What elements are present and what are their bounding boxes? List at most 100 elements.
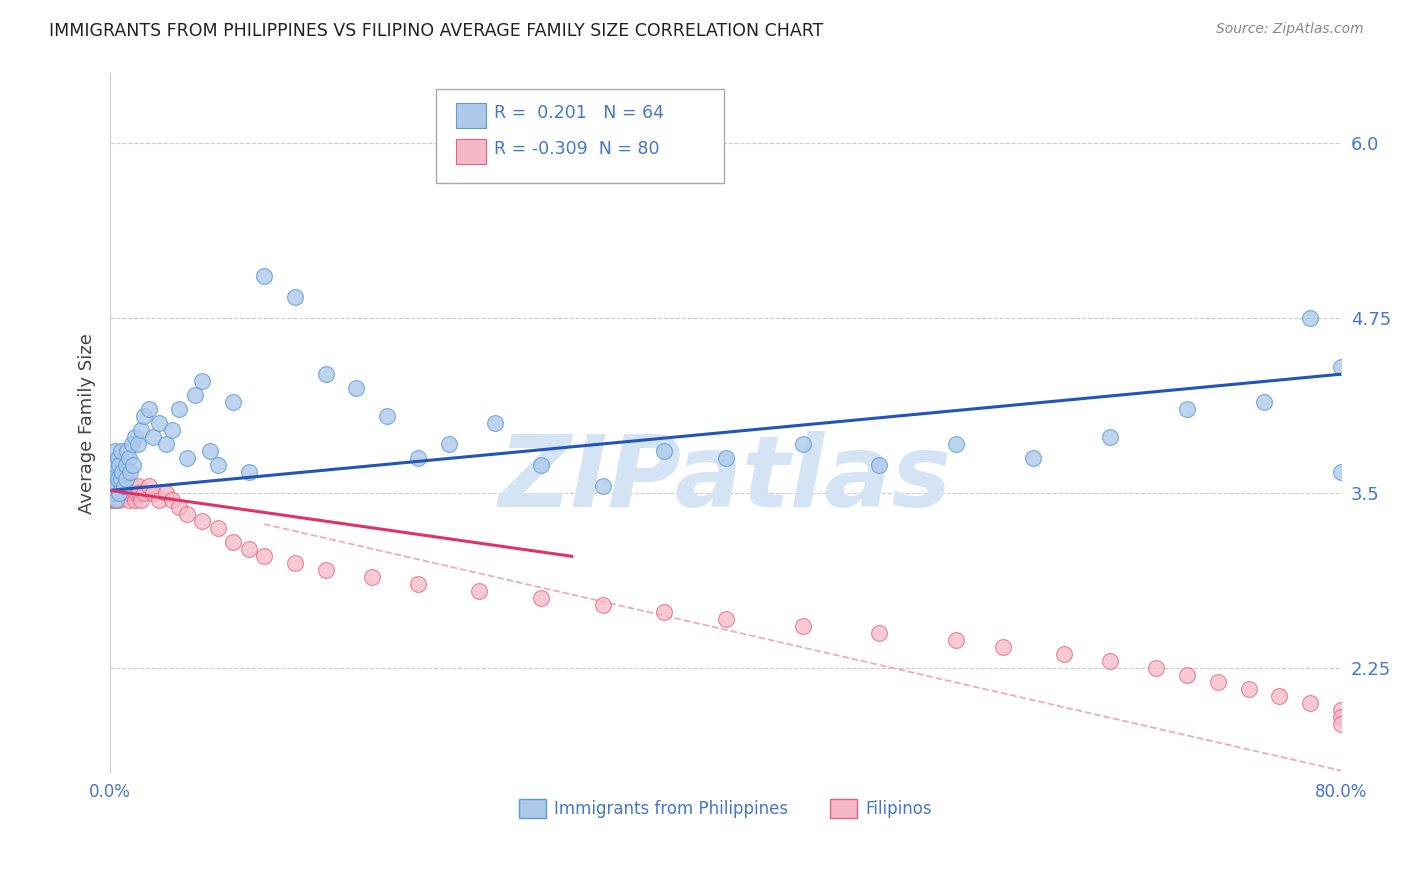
Point xyxy=(360,570,382,584)
Point xyxy=(592,599,614,613)
Point xyxy=(169,402,191,417)
Point xyxy=(530,458,553,473)
Point xyxy=(100,486,122,500)
Point xyxy=(114,472,136,486)
Text: IMMIGRANTS FROM PHILIPPINES VS FILIPINO AVERAGE FAMILY SIZE CORRELATION CHART: IMMIGRANTS FROM PHILIPPINES VS FILIPINO … xyxy=(49,22,824,40)
Point xyxy=(104,493,127,508)
Point xyxy=(108,479,131,493)
Point xyxy=(160,423,183,437)
Point xyxy=(375,409,398,424)
Point xyxy=(991,640,1014,655)
Point xyxy=(315,367,337,381)
Point xyxy=(100,472,122,486)
Point xyxy=(115,444,138,458)
Point xyxy=(111,479,134,493)
Point xyxy=(108,493,131,508)
Point xyxy=(108,486,131,500)
Point xyxy=(652,444,675,458)
Point xyxy=(124,430,146,444)
Point xyxy=(198,444,221,458)
Point xyxy=(191,374,214,388)
Point xyxy=(105,486,128,500)
Point xyxy=(406,451,429,466)
Point xyxy=(129,493,152,508)
Point xyxy=(222,535,245,549)
Point xyxy=(107,451,129,466)
Point xyxy=(124,493,146,508)
Text: Source: ZipAtlas.com: Source: ZipAtlas.com xyxy=(1216,22,1364,37)
Point xyxy=(284,290,307,304)
Point xyxy=(207,521,229,535)
Point xyxy=(100,472,122,486)
Point xyxy=(238,542,260,557)
Text: R =  0.201   N = 64: R = 0.201 N = 64 xyxy=(494,104,664,122)
Point xyxy=(122,486,145,500)
Point xyxy=(1175,402,1198,417)
Point xyxy=(103,479,125,493)
Point xyxy=(100,479,122,493)
Point xyxy=(132,486,155,500)
Point xyxy=(105,472,128,486)
Point xyxy=(103,493,125,508)
Point xyxy=(101,472,124,486)
Point xyxy=(121,437,143,451)
Point xyxy=(103,486,125,500)
Point xyxy=(114,479,136,493)
Point xyxy=(108,486,131,500)
Text: R = -0.309  N = 80: R = -0.309 N = 80 xyxy=(494,140,659,158)
Point xyxy=(1330,465,1353,479)
Point xyxy=(1330,703,1353,717)
Point xyxy=(155,486,177,500)
Point xyxy=(169,500,191,515)
Point xyxy=(105,479,128,493)
Point xyxy=(437,437,460,451)
Point xyxy=(868,458,890,473)
Point xyxy=(111,465,134,479)
Point xyxy=(468,584,491,599)
Point xyxy=(207,458,229,473)
Point xyxy=(176,508,198,522)
Point xyxy=(1053,648,1076,662)
Point xyxy=(129,423,152,437)
Point xyxy=(104,472,127,486)
Point xyxy=(406,577,429,591)
Point xyxy=(104,444,127,458)
Point xyxy=(592,479,614,493)
Point xyxy=(104,486,127,500)
Point xyxy=(103,458,125,473)
Point xyxy=(530,591,553,606)
Point xyxy=(108,458,131,473)
Point xyxy=(160,493,183,508)
Point xyxy=(484,416,506,430)
Point xyxy=(191,514,214,528)
Point xyxy=(1237,682,1260,697)
Point xyxy=(112,479,135,493)
Point xyxy=(1330,360,1353,375)
Point xyxy=(103,479,125,493)
Point xyxy=(110,472,132,486)
Point xyxy=(110,486,132,500)
Point xyxy=(1330,710,1353,724)
Point xyxy=(1299,697,1322,711)
Point xyxy=(111,486,134,500)
Point xyxy=(107,486,129,500)
Point xyxy=(1022,451,1045,466)
Point xyxy=(868,626,890,640)
Point xyxy=(104,479,127,493)
Point xyxy=(120,465,142,479)
Point xyxy=(792,437,814,451)
Point xyxy=(142,486,165,500)
Point xyxy=(114,486,136,500)
Point xyxy=(103,472,125,486)
Point xyxy=(714,612,737,626)
Point xyxy=(1144,661,1167,675)
Point xyxy=(121,479,143,493)
Point xyxy=(114,458,136,473)
Point xyxy=(222,395,245,409)
Point xyxy=(105,493,128,508)
Point xyxy=(117,451,139,466)
Point xyxy=(120,486,142,500)
Point xyxy=(1268,690,1291,704)
Point xyxy=(1099,654,1122,668)
Point xyxy=(1253,395,1275,409)
